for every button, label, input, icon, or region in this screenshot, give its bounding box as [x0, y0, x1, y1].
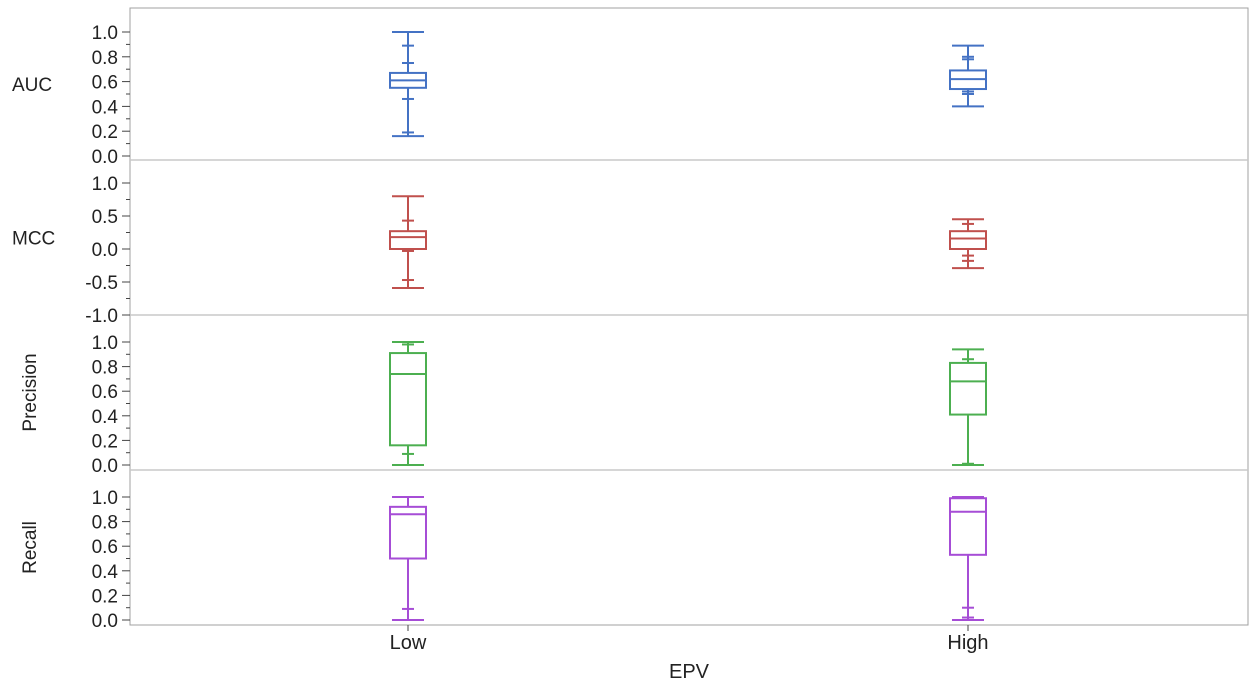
y-tick-label: 0.8 [92, 48, 118, 69]
y-tick-label: 0.2 [92, 122, 118, 143]
iqr-box [949, 361, 987, 416]
iqr-box [389, 505, 427, 560]
y-tick-label: 0.0 [92, 240, 118, 261]
iqr-box [389, 230, 427, 250]
y-tick-label: 0.8 [92, 513, 118, 534]
y-tick-label: 0.4 [92, 97, 119, 118]
y-tick-label: -1.0 [85, 306, 118, 327]
y-tick-label: 0.8 [92, 358, 118, 379]
plot-frame [129, 7, 1249, 626]
x-tick-label: High [947, 632, 988, 654]
y-tick-label: 0.0 [92, 147, 118, 168]
panel-label: Precision [20, 353, 41, 431]
y-tick-label: 1.0 [92, 333, 118, 354]
y-tick-label: 1.0 [92, 23, 118, 44]
y-tick-label: 0.0 [92, 456, 118, 477]
y-tick-label: 0.6 [92, 73, 118, 94]
y-tick-label: 0.6 [92, 382, 118, 403]
y-tick-label: 1.0 [92, 174, 118, 195]
panel-label: AUC [12, 75, 52, 96]
y-tick-label: 1.0 [92, 488, 118, 509]
iqr-box [389, 352, 427, 447]
y-tick-label: 0.2 [92, 431, 118, 452]
y-tick-label: 0.5 [92, 207, 118, 228]
panel-label: MCC [12, 229, 55, 250]
y-tick-label: 0.6 [92, 537, 118, 558]
y-tick-label: 0.2 [92, 586, 118, 607]
y-tick-label: 0.4 [92, 562, 119, 583]
y-tick-label: 0.0 [92, 611, 118, 632]
y-tick-label: -0.5 [85, 273, 118, 294]
x-tick-label: Low [390, 632, 427, 654]
y-tick-label: 0.4 [92, 407, 119, 428]
iqr-box [949, 230, 987, 250]
iqr-box [949, 497, 987, 556]
panel-label: Recall [20, 521, 41, 574]
x-axis-title: EPV [669, 661, 710, 683]
